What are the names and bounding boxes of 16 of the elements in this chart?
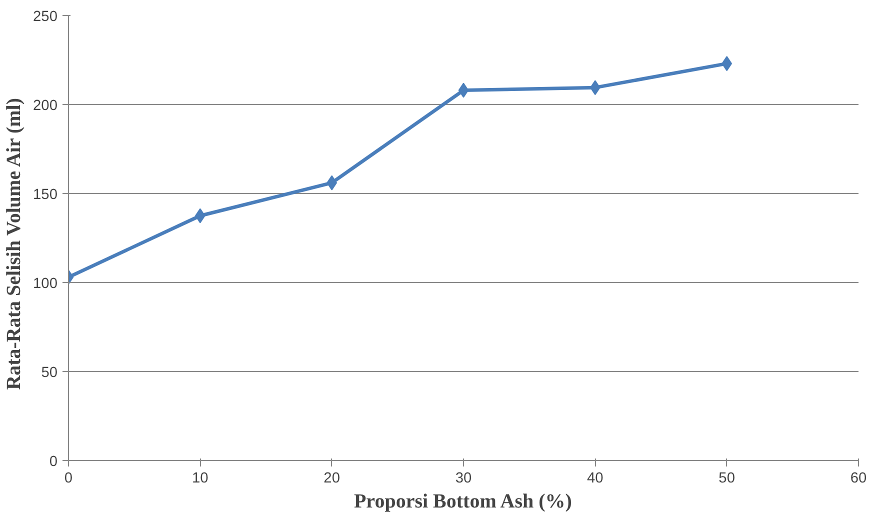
y-tick-label: 0 xyxy=(49,454,58,470)
y-tick-label: 50 xyxy=(41,365,58,381)
point xyxy=(458,82,469,98)
y-tick-label: 200 xyxy=(33,98,58,114)
x-tick-label: 40 xyxy=(587,470,604,486)
x-tick-label: 0 xyxy=(64,470,73,486)
x-tick-label: 20 xyxy=(324,470,340,486)
y-tick-label: 250 xyxy=(33,9,58,25)
x-tick-label: 30 xyxy=(455,470,472,486)
x-tick-label: 50 xyxy=(718,470,735,486)
x-axis-title: Proporsi Bottom Ash (%) xyxy=(354,490,572,512)
x-tick-label: 10 xyxy=(192,470,208,486)
y-axis-title: Rata-Rata Selisih Volume Air (ml) xyxy=(3,98,26,390)
y-tick-label: 100 xyxy=(33,276,58,292)
x-tick-label: 60 xyxy=(850,470,867,486)
y-tick-label: 150 xyxy=(33,187,58,203)
